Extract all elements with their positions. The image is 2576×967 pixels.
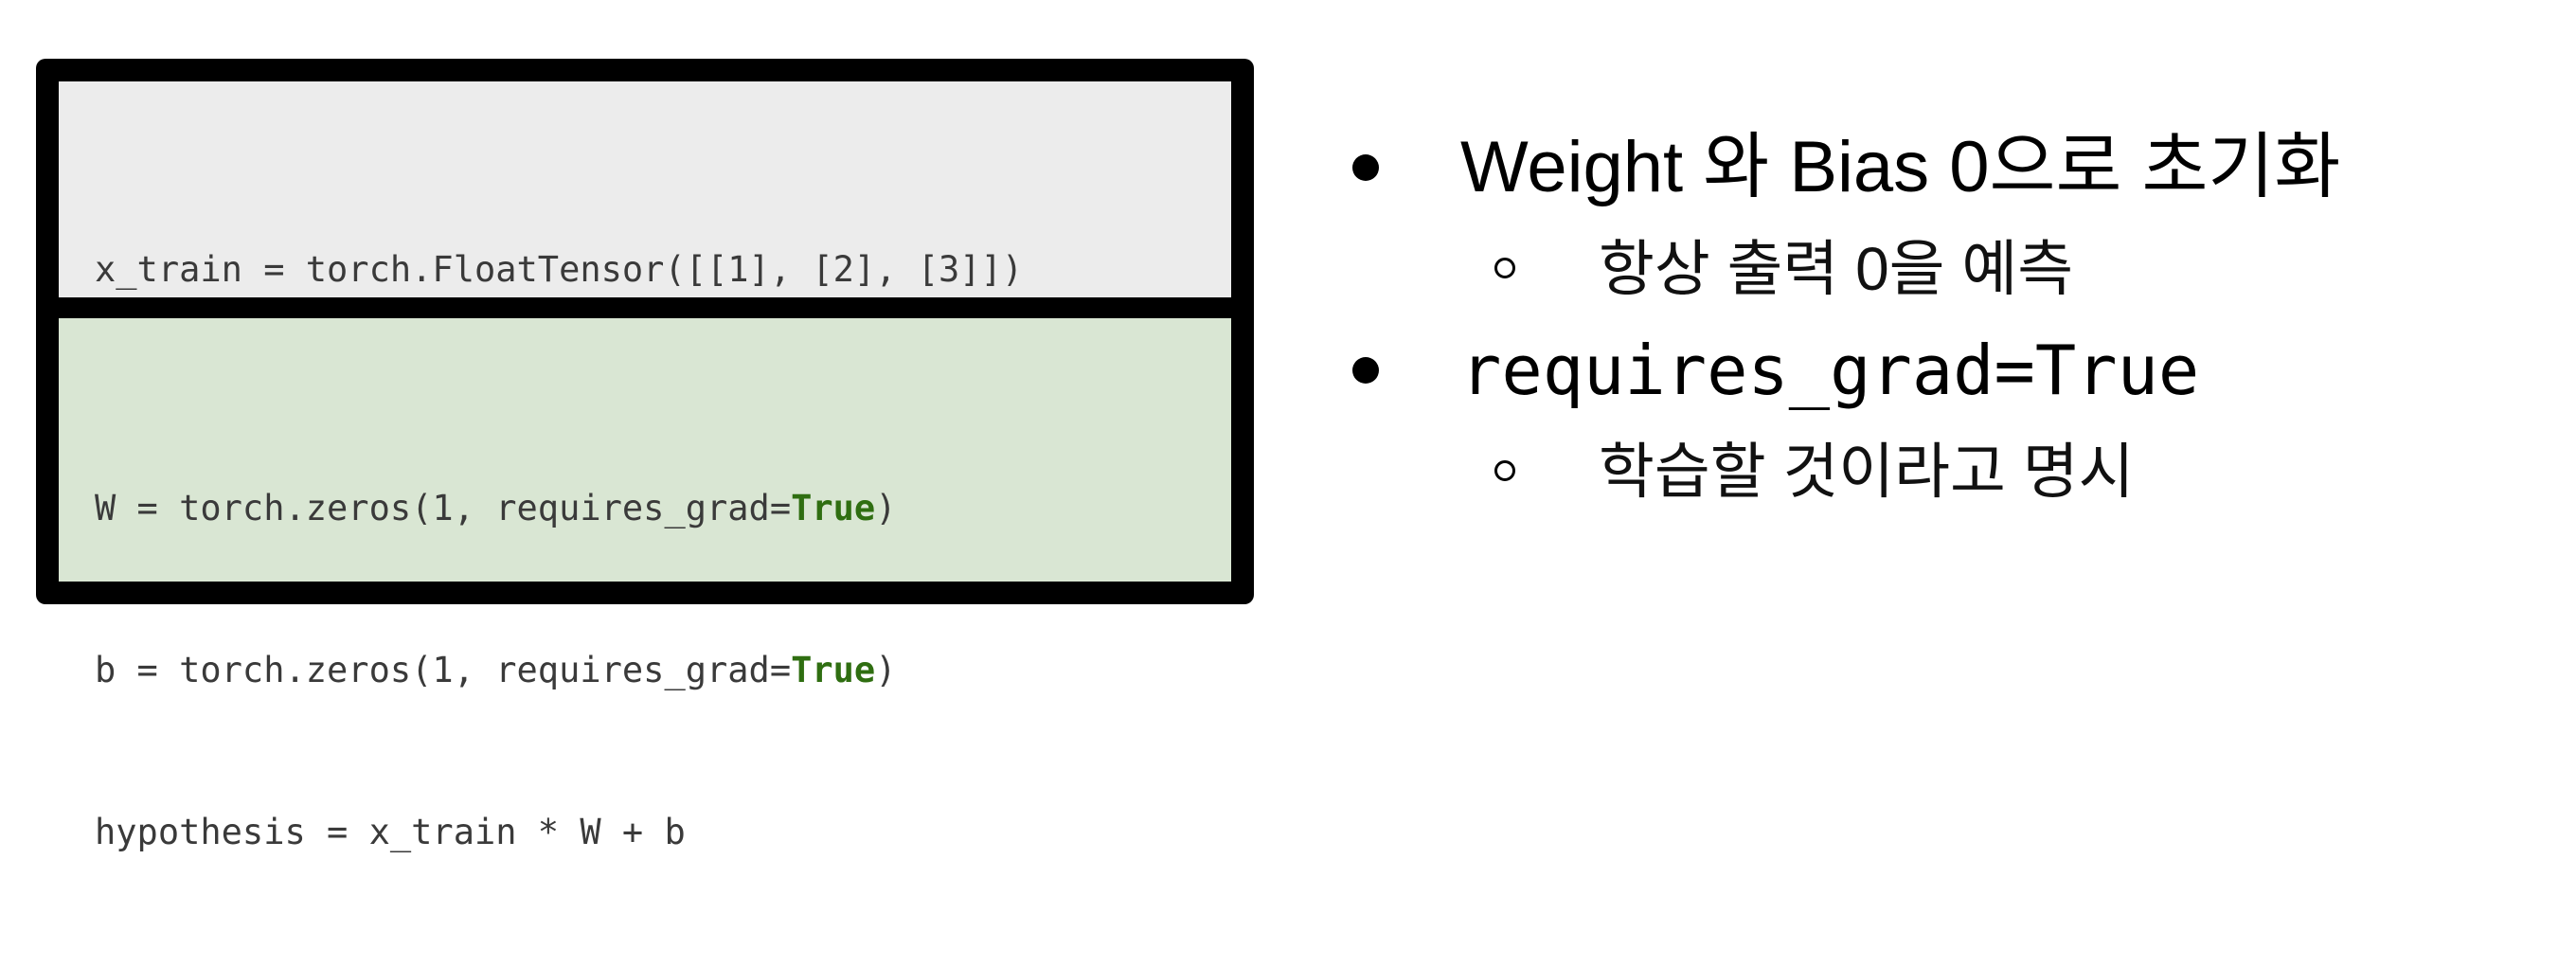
sub-bullet-item: 학습할 것이라고 명시	[1345, 422, 2557, 521]
bullet-dot-icon	[1352, 154, 1379, 181]
code-keyword: True	[791, 650, 876, 690]
bullet-item: Weight 와 Bias 0으로 초기화	[1345, 116, 2557, 220]
code-frame: x_train = torch.FloatTensor([[1], [2], […	[36, 59, 1254, 852]
bullet-item: requires_grad=True	[1345, 318, 2557, 422]
code-line: hypothesis = x_train * W + b	[95, 812, 686, 852]
code-text: b = torch.zeros(1, requires_grad=	[95, 650, 792, 690]
code-line: W = torch.zeros(1, requires_grad=True)	[95, 481, 1231, 535]
init-code-block: W = torch.zeros(1, requires_grad=True) b…	[59, 318, 1231, 852]
bullet-text: Weight 와 Bias 0으로 초기화	[1460, 127, 2341, 207]
bullet-dot-icon	[1352, 357, 1379, 384]
code-text: )	[875, 488, 897, 528]
sub-bullet-text: 학습할 것이라고 명시	[1599, 438, 2135, 506]
code-line: b = torch.zeros(1, requires_grad=True)	[95, 643, 1231, 697]
sub-bullet-item: 항상 출력 0을 예측	[1345, 220, 2557, 318]
data-code-block: x_train = torch.FloatTensor([[1], [2], […	[59, 81, 1231, 452]
code-text: W = torch.zeros(1, requires_grad=	[95, 488, 792, 528]
bullet-circle-icon	[1494, 258, 1515, 278]
sub-bullet-text: 항상 출력 0을 예측	[1599, 235, 2074, 303]
bullet-list: Weight 와 Bias 0으로 초기화 항상 출력 0을 예측 requir…	[1345, 116, 2557, 521]
bullet-circle-icon	[1494, 460, 1515, 481]
code-text: )	[875, 650, 897, 690]
code-line: x_train = torch.FloatTensor([[1], [2], […	[95, 249, 1024, 290]
code-keyword: True	[791, 488, 876, 528]
bullet-text: requires_grad=True	[1460, 331, 2200, 410]
